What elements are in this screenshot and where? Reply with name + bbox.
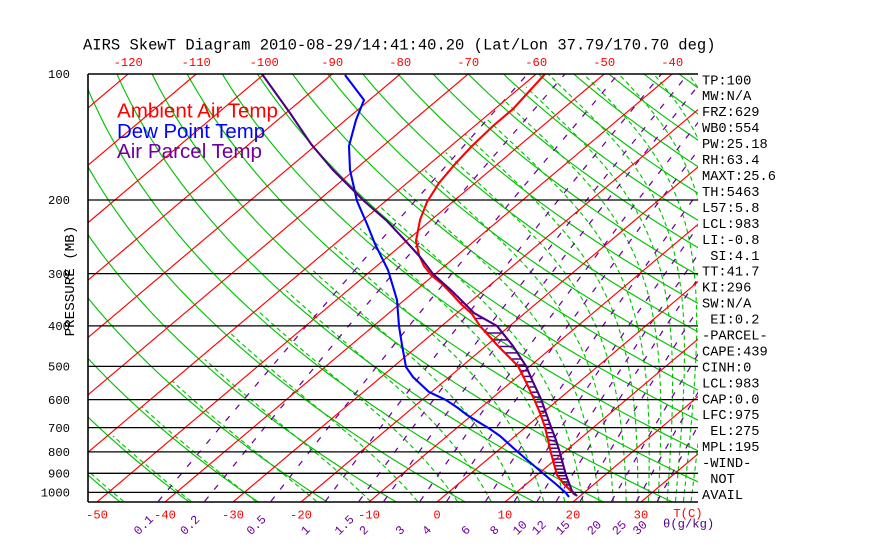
svg-text:EL:275: EL:275 — [710, 425, 759, 440]
svg-text:LCL:983: LCL:983 — [702, 377, 760, 392]
svg-text:L57:5.8: L57:5.8 — [702, 202, 760, 217]
svg-text:-40: -40 — [154, 508, 176, 522]
svg-text:PRESSURE (MB): PRESSURE (MB) — [63, 226, 79, 337]
svg-text:TH:5463: TH:5463 — [702, 186, 760, 201]
svg-text:-40: -40 — [661, 56, 683, 70]
svg-text:100: 100 — [48, 68, 70, 82]
svg-text:300: 300 — [48, 268, 70, 282]
svg-text:1000: 1000 — [41, 487, 70, 501]
svg-text:-50: -50 — [86, 508, 108, 522]
svg-text:MPL:195: MPL:195 — [702, 441, 760, 456]
svg-text:SI:4.1: SI:4.1 — [710, 250, 759, 265]
svg-text:500: 500 — [48, 361, 70, 375]
svg-text:LI:-0.8: LI:-0.8 — [702, 234, 760, 249]
svg-text:NOT: NOT — [710, 473, 735, 488]
svg-text:-20: -20 — [290, 508, 312, 522]
svg-text:Air Parcel Temp: Air Parcel Temp — [117, 140, 262, 163]
svg-text:-10: -10 — [358, 508, 380, 522]
svg-text:LCL:983: LCL:983 — [702, 218, 760, 233]
svg-text:θ(g/kg): θ(g/kg) — [663, 518, 714, 532]
svg-text:-100: -100 — [250, 56, 279, 70]
svg-text:AVAIL: AVAIL — [702, 489, 743, 504]
svg-text:20: 20 — [566, 508, 581, 522]
svg-text:WB0:554: WB0:554 — [702, 122, 760, 137]
svg-text:Dew Point Temp: Dew Point Temp — [117, 121, 265, 143]
svg-text:-60: -60 — [525, 56, 547, 70]
svg-text:FRZ:629: FRZ:629 — [702, 106, 760, 121]
svg-text:TP:100: TP:100 — [702, 74, 751, 89]
svg-text:900: 900 — [48, 468, 70, 482]
svg-text:30: 30 — [634, 508, 649, 522]
svg-text:700: 700 — [48, 422, 70, 436]
svg-text:MAXT:25.6: MAXT:25.6 — [702, 170, 776, 185]
svg-text:-110: -110 — [182, 56, 211, 70]
svg-text:RH:63.4: RH:63.4 — [702, 154, 760, 169]
svg-text:T(C): T(C) — [673, 507, 702, 521]
svg-text:Ambient Air Temp: Ambient Air Temp — [117, 100, 278, 123]
svg-text:-80: -80 — [389, 56, 411, 70]
svg-text:400: 400 — [48, 320, 70, 334]
svg-text:CAP:0.0: CAP:0.0 — [702, 393, 760, 408]
svg-text:CINH:0: CINH:0 — [702, 361, 751, 376]
svg-text:MW:N/A: MW:N/A — [702, 90, 752, 105]
svg-text:10: 10 — [498, 508, 513, 522]
svg-text:SW:N/A: SW:N/A — [702, 298, 752, 313]
svg-text:600: 600 — [48, 394, 70, 408]
svg-text:-30: -30 — [222, 508, 244, 522]
svg-text:PW:25.18: PW:25.18 — [702, 138, 768, 153]
svg-text:-90: -90 — [321, 56, 343, 70]
svg-text:-50: -50 — [593, 56, 615, 70]
svg-text:AIRS SkewT Diagram 2010-08-29/: AIRS SkewT Diagram 2010-08-29/14:41:40.2… — [83, 37, 716, 55]
svg-text:0: 0 — [433, 508, 440, 522]
svg-text:800: 800 — [48, 446, 70, 460]
svg-text:CAPE:439: CAPE:439 — [702, 345, 768, 360]
svg-text:-120: -120 — [114, 56, 143, 70]
svg-text:-WIND-: -WIND- — [702, 457, 751, 472]
svg-text:KI:296: KI:296 — [702, 282, 751, 297]
svg-text:EI:0.2: EI:0.2 — [710, 314, 759, 329]
svg-text:-PARCEL-: -PARCEL- — [702, 330, 768, 345]
svg-text:200: 200 — [48, 194, 70, 208]
svg-text:TT:41.7: TT:41.7 — [702, 266, 760, 281]
svg-text:LFC:975: LFC:975 — [702, 409, 760, 424]
svg-text:-70: -70 — [457, 56, 479, 70]
